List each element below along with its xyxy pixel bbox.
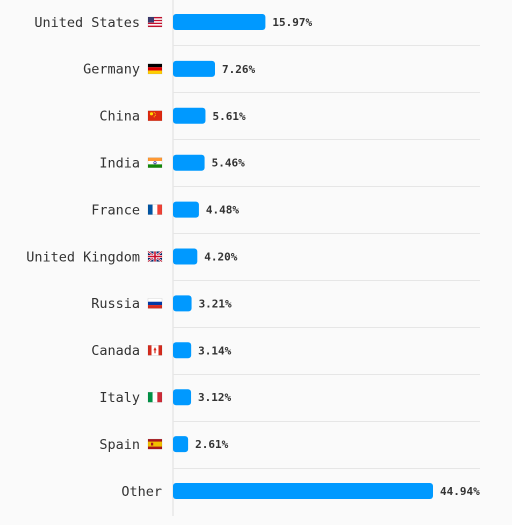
category-label: Spain: [99, 437, 140, 453]
bar: [173, 483, 433, 499]
category-label: India: [99, 156, 140, 172]
flag-es-icon: [147, 438, 163, 450]
category-label: Russia: [91, 296, 140, 312]
bar: [173, 14, 266, 30]
flag-us-icon: [147, 16, 163, 28]
bar: [173, 342, 192, 359]
bar-row: United States 15.97%: [34, 14, 313, 31]
category-label: China: [99, 109, 140, 125]
flag-ca-icon: [147, 345, 163, 356]
bar-row: Spain 2.61%: [99, 436, 229, 453]
value-label: 44.94%: [440, 485, 480, 498]
category-label: Canada: [91, 343, 140, 359]
value-label: 3.14%: [198, 344, 231, 357]
value-label: 4.20%: [204, 251, 237, 264]
value-label: 15.97%: [272, 16, 312, 29]
bar: [173, 389, 192, 406]
value-label: 3.12%: [198, 391, 231, 404]
bar-row: India 5.46%: [99, 154, 245, 172]
bar-row: Germany 7.26%: [83, 60, 255, 78]
flag-it-icon: [147, 391, 163, 403]
flag-de-icon: [147, 63, 163, 75]
category-label: Other: [121, 484, 162, 500]
flag-gb-icon: [147, 250, 163, 263]
bar-row: China 5.61%: [99, 107, 246, 125]
category-label: Italy: [99, 390, 140, 406]
value-label: 5.46%: [212, 157, 245, 170]
category-label: United Kingdom: [26, 249, 140, 265]
bar-row: Russia 3.21%: [91, 295, 232, 312]
bar: [173, 107, 206, 124]
value-label: 4.48%: [206, 204, 239, 217]
bar-row: Canada 3.14%: [91, 342, 232, 359]
bar-row: Other 44.94%: [121, 483, 480, 500]
bar: [173, 248, 198, 265]
flag-ru-icon: [147, 298, 163, 309]
flag-in-icon: [147, 157, 163, 168]
value-label: 7.26%: [222, 63, 255, 76]
bar-row: Italy 3.12%: [99, 389, 232, 406]
category-label: Germany: [83, 62, 140, 78]
bar: [173, 436, 189, 453]
value-label: 3.21%: [199, 297, 232, 310]
bar-row: United Kingdom 4.20%: [26, 248, 238, 265]
flag-fr-icon: [147, 204, 163, 215]
bar: [173, 295, 192, 312]
value-label: 2.61%: [195, 438, 228, 451]
bar-row: France 4.48%: [91, 201, 239, 218]
value-label: 5.61%: [212, 110, 245, 123]
category-label: United States: [34, 15, 140, 31]
flag-cn-icon: [147, 110, 163, 122]
bar: [173, 60, 216, 77]
bar: [173, 154, 205, 171]
bar: [173, 201, 199, 218]
category-label: France: [91, 202, 140, 218]
